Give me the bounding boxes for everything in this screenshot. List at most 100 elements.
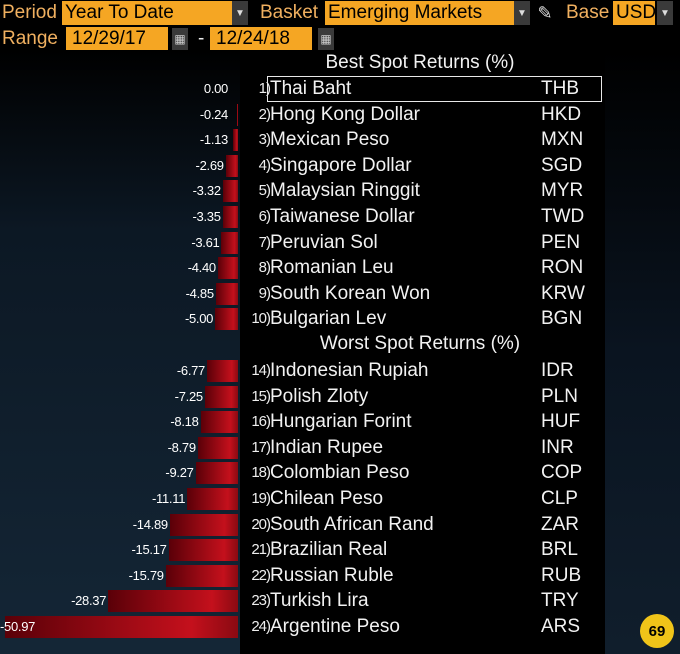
currency-name[interactable]: Singapore Dollar <box>270 154 412 176</box>
currency-code[interactable]: BGN <box>541 308 583 330</box>
rank-number: 24) <box>251 618 271 635</box>
return-bar <box>165 564 238 587</box>
currency-code[interactable]: KRW <box>541 282 585 304</box>
currency-list <box>240 50 605 640</box>
currency-code[interactable]: MYR <box>541 180 584 202</box>
return-value-label: -3.61 <box>191 234 220 250</box>
currency-name[interactable]: Indian Rupee <box>270 436 384 458</box>
return-bar <box>204 385 238 408</box>
currency-name[interactable]: Russian Ruble <box>270 564 394 586</box>
currency-name[interactable]: Romanian Leu <box>270 257 394 279</box>
currency-name[interactable]: Bulgarian Lev <box>270 308 387 330</box>
currency-name[interactable]: South African Rand <box>270 513 434 535</box>
return-bar <box>108 590 238 613</box>
currency-code[interactable]: ARS <box>541 616 581 637</box>
worst-returns-header: Worst Spot Returns (%) <box>319 333 521 354</box>
rank-number: 3) <box>258 131 271 149</box>
rank-number: 16) <box>251 413 271 431</box>
currency-code[interactable]: BRL <box>541 539 578 561</box>
rank-number: 4) <box>258 156 271 174</box>
currency-code[interactable]: COP <box>541 462 583 484</box>
return-bar <box>225 154 238 177</box>
return-value-label: -8.18 <box>170 414 199 430</box>
chevron-down-icon[interactable]: ▼ <box>514 1 530 25</box>
rank-number: 10) <box>251 310 271 328</box>
currency-code[interactable]: HUF <box>541 411 581 433</box>
return-value-label: -4.85 <box>185 285 214 301</box>
return-value-label: -1.13 <box>199 132 228 148</box>
return-bar <box>222 206 238 228</box>
rank-number: 21) <box>251 541 271 559</box>
return-bar <box>169 513 238 536</box>
range-end-input[interactable]: 12/24/18 <box>210 27 312 51</box>
chevron-down-icon[interactable]: ▼ <box>657 1 673 25</box>
return-value-label: -2.69 <box>195 157 224 173</box>
currency-name[interactable]: Malaysian Ringgit <box>270 180 420 202</box>
return-value-label: -5.00 <box>184 311 214 327</box>
base-label: Base <box>566 2 610 23</box>
return-bar <box>207 360 238 382</box>
currency-name[interactable]: Peruvian Sol <box>270 231 378 253</box>
currency-code[interactable]: IDR <box>541 360 574 381</box>
currency-code[interactable]: CLP <box>541 488 578 509</box>
currency-code[interactable]: SGD <box>541 154 583 176</box>
return-value-label: -7.25 <box>174 388 203 404</box>
currency-name[interactable]: Thai Baht <box>270 78 352 99</box>
currency-name[interactable]: South Korean Won <box>270 282 431 304</box>
base-dropdown[interactable]: USD <box>613 1 655 25</box>
rank-number: 14) <box>251 362 271 379</box>
return-value-label: -50.97 <box>0 619 36 634</box>
return-value-label: -4.40 <box>187 260 216 276</box>
rank-number: 5) <box>258 182 271 200</box>
return-value-label: -14.89 <box>132 516 168 532</box>
return-value-label: -8.79 <box>167 439 196 455</box>
range-separator: - <box>198 28 205 49</box>
period-dropdown[interactable]: Year To Date <box>62 1 232 25</box>
pencil-icon[interactable]: ✎ <box>537 3 553 23</box>
return-bar <box>168 539 238 562</box>
calendar-icon[interactable]: ▦ <box>318 28 334 50</box>
currency-code[interactable]: THB <box>541 78 579 99</box>
currency-code[interactable]: ZAR <box>541 513 579 535</box>
currency-code[interactable]: TWD <box>541 206 585 227</box>
currency-name[interactable]: Argentine Peso <box>270 616 400 637</box>
return-value-label: -15.79 <box>128 567 164 583</box>
return-bar <box>197 436 238 459</box>
return-bar <box>187 488 238 510</box>
currency-name[interactable]: Chilean Peso <box>270 488 384 509</box>
basket-dropdown[interactable]: Emerging Markets <box>325 1 514 25</box>
currency-name[interactable]: Taiwanese Dollar <box>270 206 415 227</box>
rank-number: 17) <box>251 438 271 456</box>
currency-name[interactable]: Colombian Peso <box>270 462 410 484</box>
range-label: Range <box>2 28 58 49</box>
currency-name[interactable]: Hungarian Forint <box>270 411 412 433</box>
calendar-icon[interactable]: ▦ <box>172 28 188 50</box>
currency-name[interactable]: Polish Zloty <box>270 385 369 407</box>
best-returns-header: Best Spot Returns (%) <box>325 52 515 73</box>
currency-code[interactable]: RUB <box>541 564 582 586</box>
currency-name[interactable]: Indonesian Rupiah <box>270 360 429 381</box>
currency-name[interactable]: Hong Kong Dollar <box>270 103 420 125</box>
currency-name[interactable]: Mexican Peso <box>270 129 390 151</box>
currency-name[interactable]: Turkish Lira <box>270 590 369 612</box>
currency-code[interactable]: PEN <box>541 231 581 253</box>
logo-badge: 69 <box>640 614 674 648</box>
currency-code[interactable]: HKD <box>541 103 582 125</box>
return-value-label: -11.11 <box>152 491 186 506</box>
currency-code[interactable]: INR <box>541 436 574 458</box>
currency-code[interactable]: TRY <box>541 590 579 612</box>
currency-name[interactable]: Brazilian Real <box>270 539 388 561</box>
return-bar <box>195 462 238 485</box>
currency-code[interactable]: MXN <box>541 129 584 151</box>
rank-number: 22) <box>251 566 271 584</box>
chevron-down-icon[interactable]: ▼ <box>232 1 248 25</box>
range-start-input[interactable]: 12/29/17 <box>66 27 168 51</box>
return-bar <box>215 308 238 331</box>
return-value-label: -28.37 <box>71 593 107 609</box>
currency-code[interactable]: PLN <box>541 385 578 407</box>
control-bar: Period Year To Date ▼ Basket Emerging Ma… <box>0 0 680 51</box>
currency-code[interactable]: RON <box>541 257 584 279</box>
return-bar <box>217 257 238 280</box>
return-bar <box>236 103 238 126</box>
return-bar <box>215 282 238 305</box>
